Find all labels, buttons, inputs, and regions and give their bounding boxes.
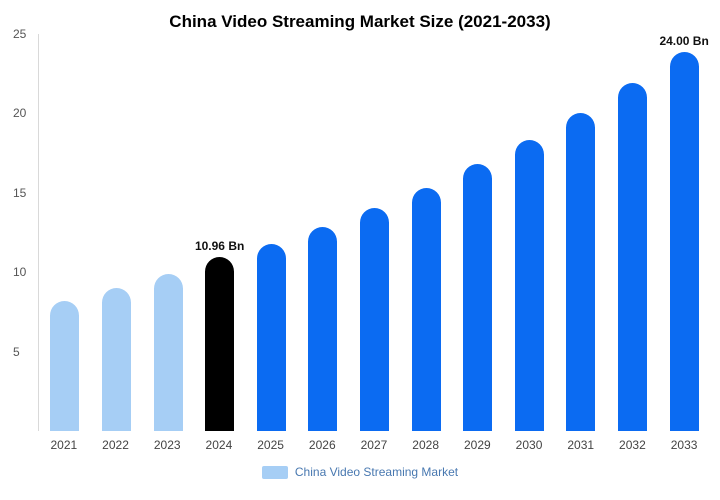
bar-column (503, 34, 555, 431)
bar-column: 10.96 Bn (194, 34, 246, 431)
bar-column: 24.00 Bn (658, 34, 710, 431)
bar-2033[interactable] (669, 52, 699, 431)
x-axis-label: 2030 (515, 438, 543, 452)
chart-title: China Video Streaming Market Size (2021-… (169, 12, 551, 31)
bar-column (142, 34, 194, 431)
legend-swatch (261, 465, 288, 479)
x-axis-label: 2026 (308, 438, 336, 452)
bar-column (452, 34, 504, 431)
y-axis-tick-label: 15 (13, 185, 27, 200)
x-axis-label: 2025 (257, 438, 284, 452)
bar-2024[interactable] (205, 256, 235, 431)
bar-column (400, 34, 452, 431)
plot-area: 10.96 Bn 24.00 Bn 5 10 15 20 25 (13, 27, 710, 431)
bar-column (555, 34, 607, 431)
bar-column (39, 34, 91, 431)
bar-2029[interactable] (463, 164, 493, 431)
chart-area: 10.96 Bn 24.00 Bn 5 10 15 20 25 2021 2022 2023 2… (10, 27, 710, 452)
y-axis-tick-label: 20 (13, 106, 27, 121)
x-axis-label: 2022 (102, 438, 129, 452)
bar-value-label: 24.00 Bn (659, 34, 709, 48)
x-axis-label: 2032 (619, 438, 646, 452)
bar-column (297, 34, 349, 431)
bar-2023[interactable] (153, 273, 183, 431)
legend-item[interactable]: China Video Streaming Market (0, 465, 720, 479)
bar-2025[interactable] (256, 243, 286, 431)
bar-2030[interactable] (514, 140, 544, 431)
bars-row: 10.96 Bn 24.00 Bn (39, 34, 710, 431)
x-axis-label: 2023 (153, 438, 181, 452)
bar-column (91, 34, 143, 431)
bar-2028[interactable] (411, 188, 441, 431)
x-axis-label: 2031 (567, 438, 595, 452)
bar-column (607, 34, 659, 431)
bar-2032[interactable] (618, 83, 647, 431)
bar-2031[interactable] (566, 113, 596, 431)
legend-label: China Video Streaming Market (294, 465, 459, 479)
bar-column (245, 34, 297, 431)
bar-2026[interactable] (308, 226, 338, 431)
y-axis-tick-label: 5 (13, 344, 20, 359)
y-axis-tick-label: 25 (13, 27, 27, 41)
bar-2021[interactable] (50, 300, 80, 431)
bar-2027[interactable] (359, 207, 389, 431)
x-axis-label: 2028 (412, 438, 439, 452)
x-axis-label: 2021 (50, 438, 78, 452)
x-axis-labels: 2021 2022 2023 2024 2025 2026 2027 2028 2029 2030… (38, 438, 710, 452)
bar-2022[interactable] (101, 288, 131, 431)
x-axis-label: 2033 (670, 438, 698, 452)
x-axis-label: 2029 (463, 438, 491, 452)
x-axis-label: 2027 (360, 438, 388, 452)
bar-value-label: 10.96 Bn (194, 238, 245, 253)
y-axis-tick-label: 10 (13, 265, 27, 280)
x-axis-label: 2024 (205, 438, 233, 452)
bar-column (349, 34, 401, 431)
